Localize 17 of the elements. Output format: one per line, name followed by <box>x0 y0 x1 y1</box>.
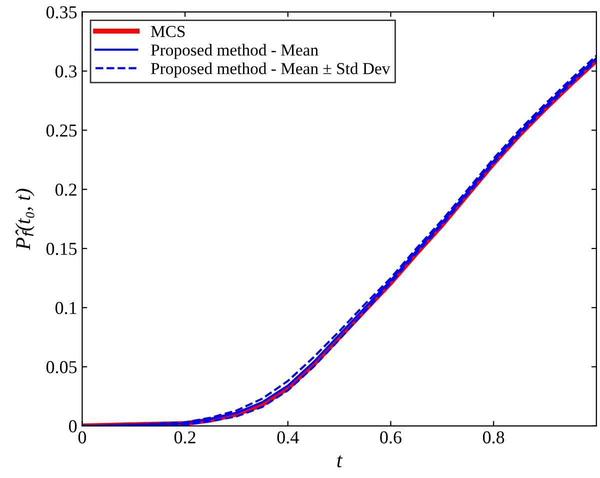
y-tick-label: 0.15 <box>46 242 77 256</box>
y-tick-label: 0.3 <box>55 65 77 78</box>
legend-label: Proposed method - Mean <box>151 44 318 60</box>
x-tick-label: 0.2 <box>174 431 196 444</box>
legend-label: Proposed method - Mean ± Std Dev <box>151 62 390 78</box>
y-tick-label: 0.2 <box>55 184 76 196</box>
y-tick-label: 0.05 <box>46 361 77 374</box>
legend-label: MCS <box>151 26 185 38</box>
x-tick-label: 0.4 <box>277 431 299 444</box>
y-tick-label: 0.25 <box>46 124 77 137</box>
x-tick-label: 0 <box>78 431 86 444</box>
y-tick-label: 0 <box>69 420 77 432</box>
x-axis-title: t <box>337 455 343 468</box>
y-tick-label: 0.1 <box>55 302 76 314</box>
x-tick-label: 0.6 <box>380 431 402 444</box>
x-tick-label: 0.8 <box>482 431 504 444</box>
y-tick-label: 0.35 <box>46 6 77 18</box>
